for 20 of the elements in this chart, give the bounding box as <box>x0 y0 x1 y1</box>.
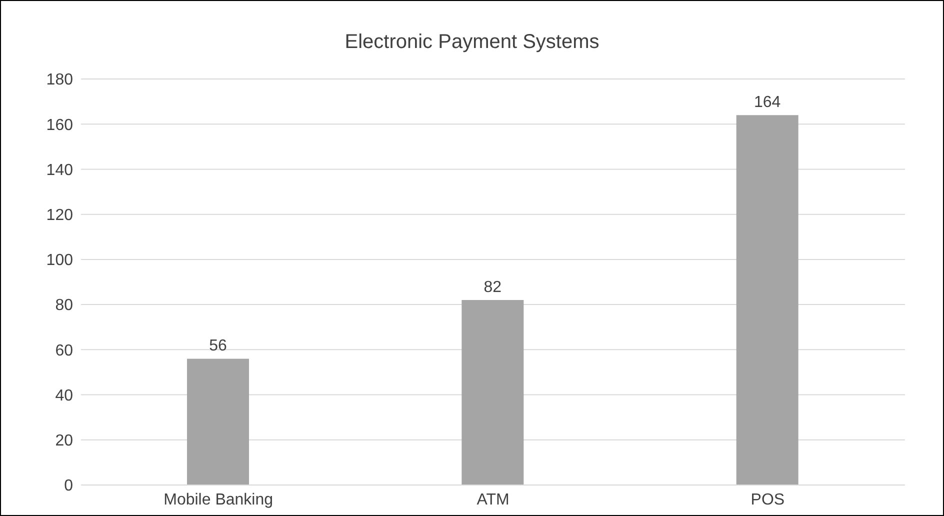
data-label: 56 <box>209 338 227 355</box>
x-tick-label: POS <box>750 491 785 508</box>
data-label: 82 <box>484 279 502 296</box>
y-tick-label: 120 <box>46 207 74 224</box>
y-tick-label: 80 <box>55 297 74 314</box>
y-tick-label: 20 <box>55 432 74 450</box>
bar <box>462 300 524 485</box>
bar <box>736 115 798 485</box>
bar <box>187 358 249 485</box>
y-tick-label: 140 <box>46 162 74 179</box>
y-tick-label: 160 <box>46 116 74 134</box>
y-tick-label: 0 <box>64 478 74 495</box>
y-tick-label: 100 <box>46 252 74 270</box>
x-tick-label: Mobile Banking <box>164 491 274 508</box>
y-tick-label: 40 <box>55 387 74 404</box>
chart-title: Electronic Payment Systems <box>344 31 600 54</box>
data-label: 164 <box>754 94 781 112</box>
y-tick-label: 60 <box>55 342 74 360</box>
y-tick-label: 180 <box>46 72 74 89</box>
x-tick-label: ATM <box>476 491 510 508</box>
